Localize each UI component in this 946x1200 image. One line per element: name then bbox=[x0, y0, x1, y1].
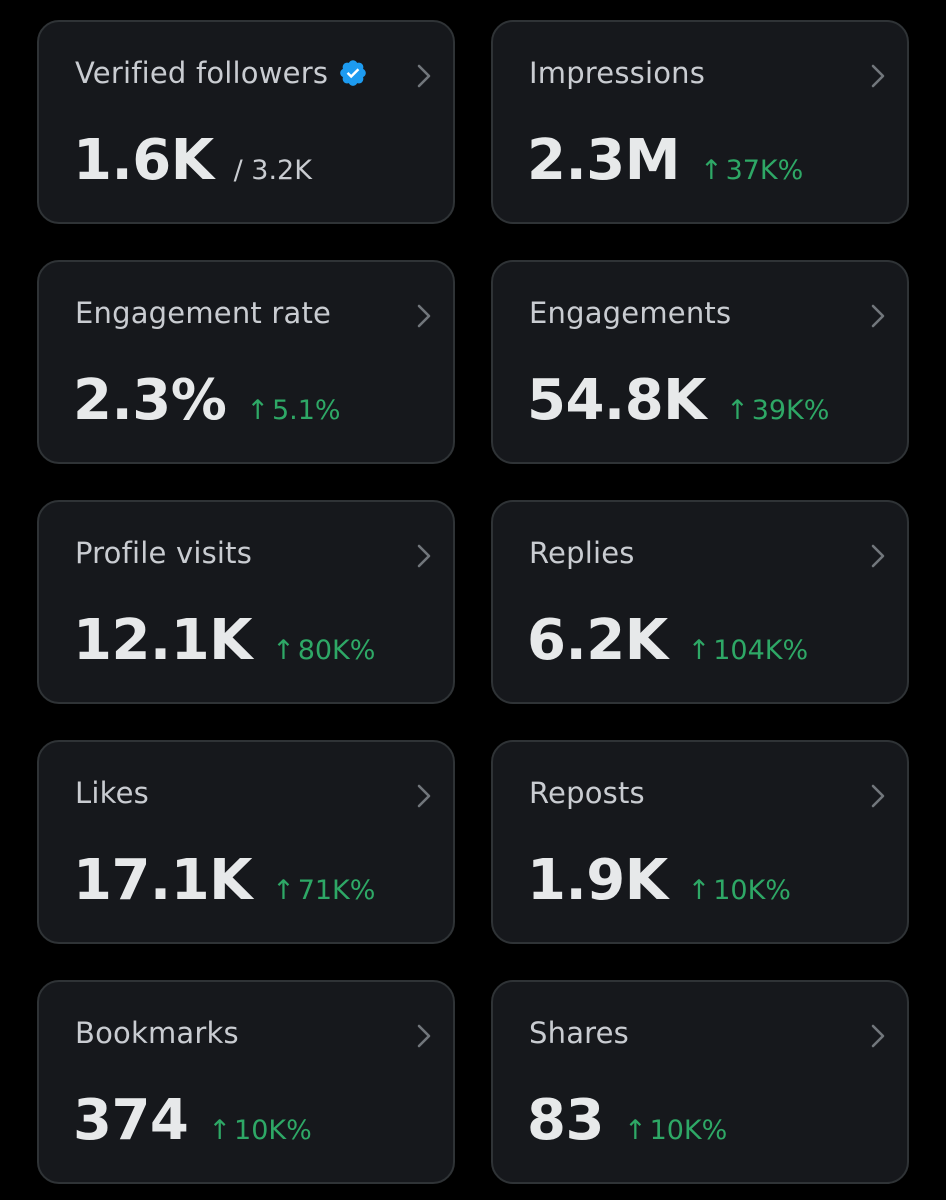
card-label-wrap: Shares bbox=[529, 1016, 629, 1050]
card-shares[interactable]: Shares 83 ↑ 10K% bbox=[491, 980, 909, 1184]
card-label-wrap: Impressions bbox=[529, 56, 705, 90]
card-likes[interactable]: Likes 17.1K ↑ 71K% bbox=[37, 740, 455, 944]
card-label: Reposts bbox=[529, 776, 645, 810]
arrow-up-icon: ↑ bbox=[726, 395, 749, 426]
card-label: Verified followers bbox=[75, 56, 329, 90]
chevron-right-icon bbox=[417, 784, 431, 808]
arrow-up-icon: ↑ bbox=[687, 875, 711, 906]
arrow-up-icon: ↑ bbox=[272, 635, 295, 666]
chevron-right-icon bbox=[871, 784, 885, 808]
card-impressions[interactable]: Impressions 2.3M ↑ 37K% bbox=[491, 20, 909, 224]
card-engagements[interactable]: Engagements 54.8K ↑ 39K% bbox=[491, 260, 909, 464]
card-change: ↑ 10K% bbox=[688, 875, 791, 906]
change-value: 10K% bbox=[713, 875, 791, 906]
card-label-wrap: Engagement rate bbox=[75, 296, 331, 330]
card-label: Engagements bbox=[529, 296, 732, 330]
value-row: 2.3% ↑ 5.1% bbox=[73, 368, 341, 433]
verified-badge-icon bbox=[340, 60, 366, 86]
card-value: 374 bbox=[73, 1088, 189, 1153]
card-label: Shares bbox=[529, 1016, 629, 1050]
card-label: Likes bbox=[75, 776, 149, 810]
change-value: 71K% bbox=[297, 875, 376, 906]
card-label: Bookmarks bbox=[75, 1016, 239, 1050]
card-change: ↑ 5.1% bbox=[246, 395, 340, 426]
card-profile-visits[interactable]: Profile visits 12.1K ↑ 80K% bbox=[37, 500, 455, 704]
chevron-right-icon bbox=[417, 64, 431, 88]
value-row: 6.2K ↑ 104K% bbox=[527, 608, 808, 673]
card-label: Replies bbox=[529, 536, 635, 570]
chevron-right-icon bbox=[417, 544, 431, 568]
value-row: 1.9K ↑ 10K% bbox=[527, 848, 791, 913]
change-value: 37K% bbox=[725, 155, 804, 186]
card-engagement-rate[interactable]: Engagement rate 2.3% ↑ 5.1% bbox=[37, 260, 455, 464]
card-label-wrap: Verified followers bbox=[75, 56, 368, 90]
arrow-up-icon: ↑ bbox=[699, 155, 723, 186]
chevron-right-icon bbox=[871, 64, 885, 88]
card-label: Profile visits bbox=[75, 536, 253, 570]
card-total: / 3.2K bbox=[233, 155, 312, 186]
card-value: 12.1K bbox=[73, 608, 253, 673]
card-value: 2.3M bbox=[527, 128, 680, 193]
card-reposts[interactable]: Reposts 1.9K ↑ 10K% bbox=[491, 740, 909, 944]
value-row: 12.1K ↑ 80K% bbox=[73, 608, 375, 673]
arrow-up-icon: ↑ bbox=[246, 395, 269, 426]
arrow-up-icon: ↑ bbox=[687, 635, 711, 666]
card-replies[interactable]: Replies 6.2K ↑ 104K% bbox=[491, 500, 909, 704]
change-value: 80K% bbox=[297, 635, 376, 666]
value-row: 83 ↑ 10K% bbox=[527, 1088, 727, 1153]
value-row: 2.3M ↑ 37K% bbox=[527, 128, 803, 193]
arrow-up-icon: ↑ bbox=[208, 1115, 232, 1146]
change-value: 10K% bbox=[234, 1115, 312, 1146]
chevron-right-icon bbox=[871, 304, 885, 328]
chevron-right-icon bbox=[417, 304, 431, 328]
arrow-up-icon: ↑ bbox=[272, 875, 295, 906]
card-value: 6.2K bbox=[527, 608, 668, 673]
change-value: 104K% bbox=[713, 635, 809, 666]
chevron-right-icon bbox=[871, 1024, 885, 1048]
change-value: 5.1% bbox=[271, 395, 341, 426]
card-label-wrap: Profile visits bbox=[75, 536, 252, 570]
card-label-wrap: Bookmarks bbox=[75, 1016, 239, 1050]
card-label: Impressions bbox=[529, 56, 706, 90]
card-label-wrap: Engagements bbox=[529, 296, 731, 330]
value-row: 54.8K ↑ 39K% bbox=[527, 368, 829, 433]
card-bookmarks[interactable]: Bookmarks 374 ↑ 10K% bbox=[37, 980, 455, 1184]
card-change: ↑ 80K% bbox=[272, 635, 375, 666]
card-label-wrap: Replies bbox=[529, 536, 635, 570]
arrow-up-icon: ↑ bbox=[623, 1115, 647, 1146]
value-row: 1.6K / 3.2K bbox=[73, 128, 312, 193]
card-change: ↑ 104K% bbox=[688, 635, 809, 666]
card-verified-followers[interactable]: Verified followers 1.6K / 3.2K bbox=[37, 20, 455, 224]
card-value: 2.3% bbox=[73, 368, 227, 433]
card-change: ↑ 37K% bbox=[700, 155, 803, 186]
chevron-right-icon bbox=[871, 544, 885, 568]
analytics-grid: Verified followers 1.6K / 3.2K Impressio… bbox=[37, 20, 909, 1184]
card-change: ↑ 39K% bbox=[726, 395, 829, 426]
card-value: 83 bbox=[527, 1088, 604, 1153]
card-change: ↑ 10K% bbox=[208, 1115, 311, 1146]
chevron-right-icon bbox=[417, 1024, 431, 1048]
card-value: 1.9K bbox=[527, 848, 668, 913]
card-label: Engagement rate bbox=[75, 296, 332, 330]
card-value: 54.8K bbox=[527, 368, 707, 433]
value-row: 374 ↑ 10K% bbox=[73, 1088, 312, 1153]
value-row: 17.1K ↑ 71K% bbox=[73, 848, 375, 913]
card-label-wrap: Likes bbox=[75, 776, 149, 810]
change-value: 39K% bbox=[751, 395, 830, 426]
card-change: ↑ 71K% bbox=[272, 875, 375, 906]
card-value: 1.6K bbox=[73, 128, 214, 193]
change-value: 10K% bbox=[649, 1115, 728, 1146]
card-value: 17.1K bbox=[73, 848, 253, 913]
card-label-wrap: Reposts bbox=[529, 776, 645, 810]
card-change: ↑ 10K% bbox=[624, 1115, 727, 1146]
